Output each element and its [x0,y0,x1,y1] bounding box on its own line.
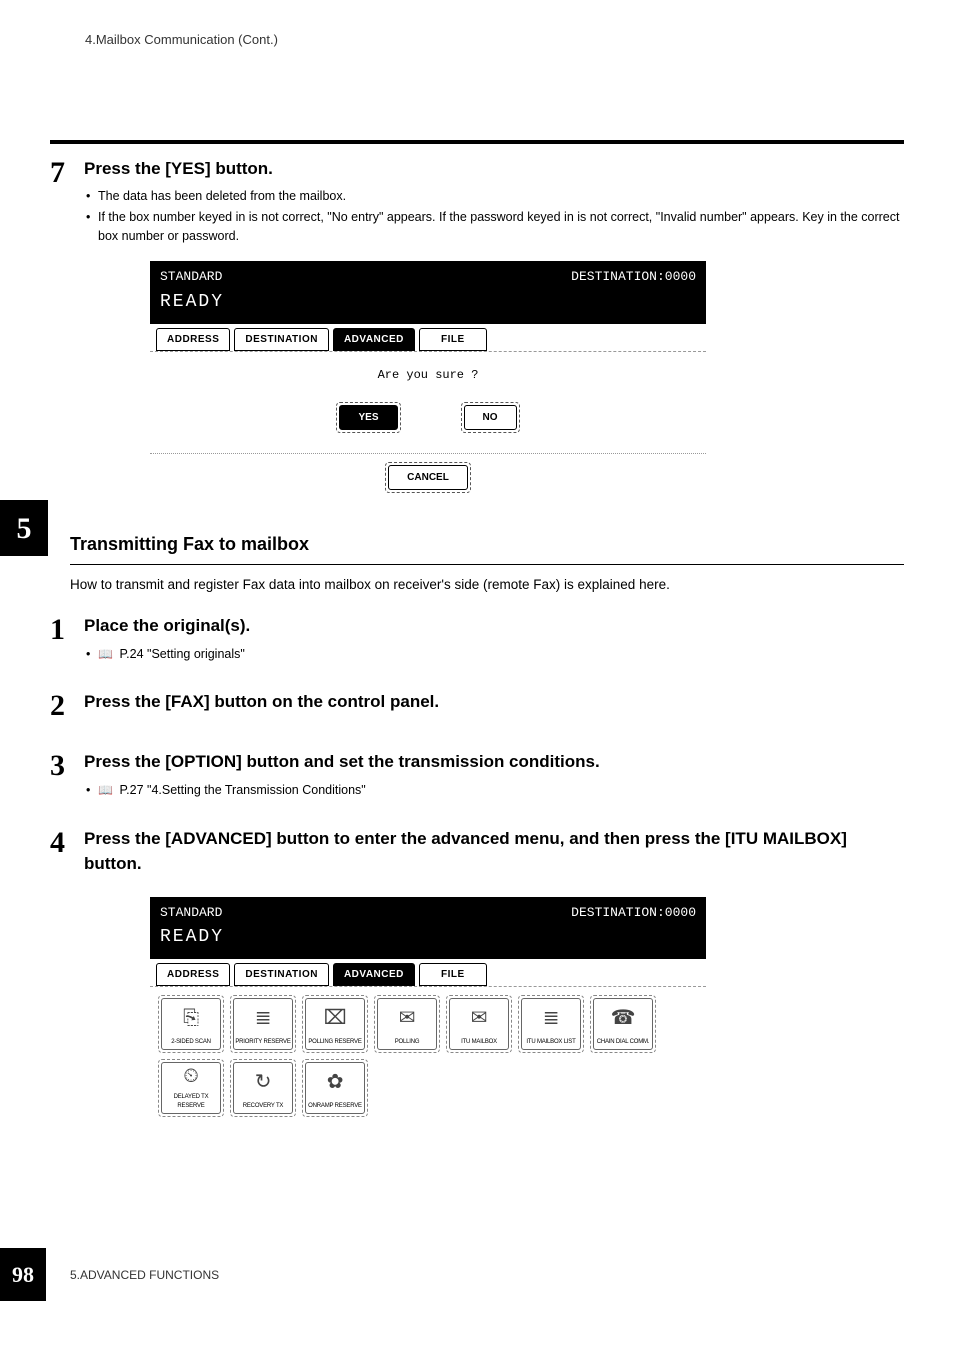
screenshot-advanced: STANDARD DESTINATION:0000 READY ADDRESS … [150,897,904,1130]
rule-top [50,140,904,144]
adv-label: ITU MAILBOX LIST [526,1038,575,1047]
tab-destination[interactable]: DESTINATION [234,963,329,986]
step-number: 3 [50,749,84,781]
step-4: 4 Press the [ADVANCED] button to enter t… [50,826,904,883]
advanced-grid: ⎘ 2-SIDED SCAN ≣ PRIORITY RESERVE ⌧ POLLING R… [150,987,706,1129]
step-body: Press the [YES] button. The data has bee… [84,156,904,248]
step-number: 4 [50,826,84,858]
yes-button[interactable]: YES [336,402,400,433]
no-button[interactable]: NO [461,402,520,433]
step-title: Press the [ADVANCED] button to enter the… [84,826,904,877]
step-number: 2 [50,689,84,721]
tab-advanced[interactable]: ADVANCED [333,328,415,351]
adv-item-2-sided-scan[interactable]: ⎘ 2-SIDED SCAN [158,995,224,1053]
adv-icon: ↻ [255,1063,272,1100]
step-title: Press the [YES] button. [84,156,904,182]
step-bullets: 📖 P.24 "Setting originals" [84,645,904,664]
adv-label: POLLING RESERVE [308,1038,361,1047]
screen-header: STANDARD DESTINATION:0000 READY [150,261,706,324]
adv-icon: ⌧ [324,999,347,1036]
adv-item-priority-reserve[interactable]: ≣ PRIORITY RESERVE [230,995,296,1053]
adv-icon: ✉ [471,999,488,1036]
adv-label: DELAYED TX RESERVE [162,1093,220,1111]
adv-label: ONRAMP RESERVE [308,1102,362,1111]
page-number: 98 [0,1248,46,1301]
screenshot-confirm: STANDARD DESTINATION:0000 READY ADDRESS … [150,261,904,501]
step-2: 2 Press the [FAX] button on the control … [50,689,904,721]
footer-chapter: 5.ADVANCED FUNCTIONS [70,1266,219,1284]
tab-destination[interactable]: DESTINATION [234,328,329,351]
adv-item-chain-dial-comm-[interactable]: ☎ CHAIN DIAL COMM. [590,995,656,1053]
step-number: 1 [50,613,84,645]
screen-mode: STANDARD [160,267,222,287]
adv-icon: ☎ [611,999,636,1036]
step-bullets: 📖 P.27 "4.Setting the Transmission Condi… [84,781,904,800]
page-footer: 98 5.ADVANCED FUNCTIONS [0,1248,219,1301]
adv-icon: ⏲ [183,1062,198,1091]
screen-header: STANDARD DESTINATION:0000 READY [150,897,706,960]
adv-item-itu-mailbox-list[interactable]: ≣ ITU MAILBOX LIST [518,995,584,1053]
adv-item-recovery-tx[interactable]: ↻ RECOVERY TX [230,1059,296,1117]
adv-item-onramp-reserve[interactable]: ✿ ONRAMP RESERVE [302,1059,368,1117]
tab-row: ADDRESS DESTINATION ADVANCED FILE [150,959,706,987]
adv-icon: ≣ [255,999,272,1036]
step-title: Place the original(s). [84,613,904,639]
bullet-ref: 📖 P.24 "Setting originals" [84,645,904,664]
step-title: Press the [FAX] button on the control pa… [84,689,904,715]
tab-address[interactable]: ADDRESS [156,328,230,351]
adv-icon: ✿ [327,1063,344,1100]
screen-footer: CANCEL [150,454,706,501]
bullet: The data has been deleted from the mailb… [84,187,904,206]
step-number: 7 [50,156,84,188]
adv-icon: ✉ [399,999,416,1036]
section-heading: Transmitting Fax to mailbox [70,531,904,565]
adv-item-polling-reserve[interactable]: ⌧ POLLING RESERVE [302,995,368,1053]
chapter-tab: 5 [0,500,48,556]
adv-label: 2-SIDED SCAN [171,1038,211,1047]
tab-address[interactable]: ADDRESS [156,963,230,986]
screen-ready: READY [160,924,696,951]
step-title: Press the [OPTION] button and set the tr… [84,749,904,775]
adv-label: ITU MAILBOX [461,1038,497,1047]
screen-body: Are you sure ? YES NO [150,352,706,454]
section-intro: How to transmit and register Fax data in… [70,575,904,595]
step-7: 7 Press the [YES] button. The data has b… [50,156,904,248]
cancel-button[interactable]: CANCEL [385,462,471,493]
bullet-ref: 📖 P.27 "4.Setting the Transmission Condi… [84,781,904,800]
adv-item-polling[interactable]: ✉ POLLING [374,995,440,1053]
tab-file[interactable]: FILE [419,963,487,986]
step-bullets: The data has been deleted from the mailb… [84,187,904,245]
screen-mode: STANDARD [160,903,222,923]
tab-file[interactable]: FILE [419,328,487,351]
adv-label: CHAIN DIAL COMM. [597,1038,650,1047]
tab-row: ADDRESS DESTINATION ADVANCED FILE [150,324,706,352]
adv-label: PRIORITY RESERVE [235,1038,290,1047]
bullet: If the box number keyed in is not correc… [84,208,904,246]
page-header: 4.Mailbox Communication (Cont.) [85,30,904,50]
adv-label: RECOVERY TX [243,1102,283,1111]
step-3: 3 Press the [OPTION] button and set the … [50,749,904,801]
screen-destination: DESTINATION:0000 [571,267,696,287]
adv-item-itu-mailbox[interactable]: ✉ ITU MAILBOX [446,995,512,1053]
confirm-prompt: Are you sure ? [158,366,698,384]
adv-item-delayed-tx-reserve[interactable]: ⏲ DELAYED TX RESERVE [158,1059,224,1117]
screen-destination: DESTINATION:0000 [571,903,696,923]
adv-icon: ≣ [543,999,560,1036]
step-1: 1 Place the original(s). 📖 P.24 "Setting… [50,613,904,665]
adv-label: POLLING [395,1038,420,1047]
adv-icon: ⎘ [183,999,199,1036]
tab-advanced[interactable]: ADVANCED [333,963,415,986]
book-icon: 📖 [98,781,113,799]
book-icon: 📖 [98,645,113,663]
screen-ready: READY [160,289,696,316]
